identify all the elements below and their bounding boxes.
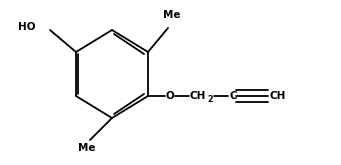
Text: Me: Me bbox=[78, 143, 95, 153]
Text: O: O bbox=[166, 91, 175, 101]
Text: 2: 2 bbox=[207, 96, 212, 104]
Text: HO: HO bbox=[18, 22, 35, 32]
Text: CH: CH bbox=[190, 91, 206, 101]
Text: C: C bbox=[229, 91, 237, 101]
Text: CH: CH bbox=[269, 91, 285, 101]
Text: Me: Me bbox=[163, 10, 180, 20]
